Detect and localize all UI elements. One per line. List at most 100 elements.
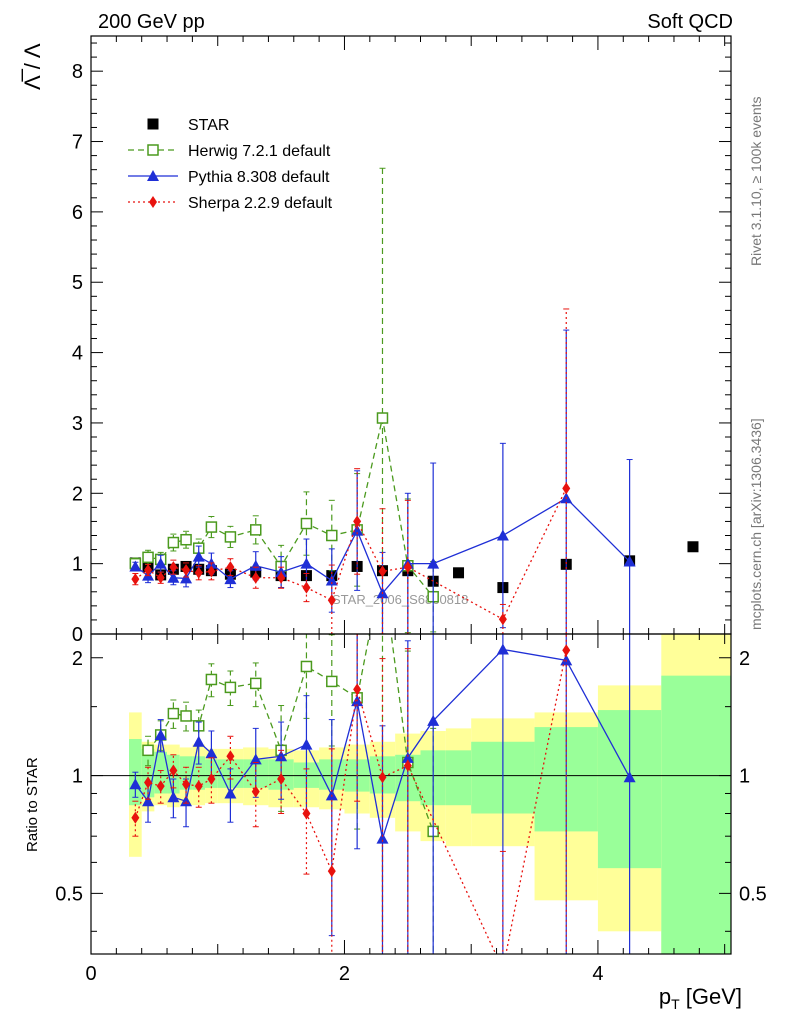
legend-label-3: Sherpa 2.2.9 default bbox=[188, 195, 333, 212]
point-1-7 bbox=[224, 531, 237, 543]
main-ytick-label-0: 0 bbox=[72, 624, 83, 646]
point-2-10 bbox=[300, 557, 313, 569]
point-1-3 bbox=[167, 536, 180, 549]
legend-entry-3: Sherpa 2.2.9 default bbox=[128, 195, 333, 212]
main-y-axis-label: Λ̅ / Λ bbox=[20, 43, 45, 90]
point-1-8 bbox=[250, 524, 262, 536]
point-3-2 bbox=[156, 571, 165, 584]
point-3-4 bbox=[182, 563, 191, 576]
legend-entry-2: Pythia 8.308 default bbox=[128, 169, 330, 186]
series-line-1 bbox=[135, 417, 434, 598]
point-1-11 bbox=[326, 529, 338, 542]
main-ytick-label-1: 1 bbox=[72, 554, 83, 576]
point-1-10 bbox=[300, 738, 313, 750]
x-axis-label: pT [GeV] bbox=[659, 984, 742, 1012]
ratio-ytick-label-right-0: 0.5 bbox=[739, 883, 767, 905]
point-3-12 bbox=[353, 515, 362, 528]
point-2-3 bbox=[167, 571, 180, 583]
point-0-2 bbox=[167, 707, 180, 720]
point-3-6 bbox=[207, 565, 216, 578]
point-2-11 bbox=[327, 865, 336, 878]
point-0-3 bbox=[180, 710, 192, 722]
main-ytick-label-6: 6 bbox=[72, 202, 83, 224]
point-2-1 bbox=[144, 776, 153, 789]
point-1-1 bbox=[142, 795, 155, 807]
point-1-1 bbox=[142, 551, 154, 564]
point-2-9 bbox=[277, 772, 286, 785]
point-0-6 bbox=[224, 681, 237, 694]
analysis-watermark: STAR_2006_S6860818 bbox=[332, 592, 468, 607]
band-stat-16 bbox=[445, 750, 472, 806]
point-3-7 bbox=[226, 561, 235, 574]
point-1-8 bbox=[249, 753, 262, 765]
point-1-18 bbox=[623, 771, 636, 783]
point-2-13 bbox=[378, 771, 387, 784]
point-3-3 bbox=[169, 561, 178, 574]
point-0-5 bbox=[205, 673, 218, 686]
ratio-ytick-label-right-1: 1 bbox=[739, 766, 750, 788]
point-1-15 bbox=[427, 714, 440, 726]
legend-entry-0: STAR bbox=[147, 117, 229, 134]
point-0-7 bbox=[250, 677, 262, 690]
point-1-2 bbox=[154, 728, 167, 740]
point-1-16 bbox=[496, 643, 509, 655]
point-2-4 bbox=[180, 572, 193, 584]
point-2-12 bbox=[353, 683, 362, 696]
point-2-5 bbox=[192, 550, 205, 562]
point-1-13 bbox=[376, 412, 389, 424]
point-3-10 bbox=[302, 581, 311, 594]
point-2-0 bbox=[129, 560, 142, 572]
ratio-ytick-label-0: 0.5 bbox=[55, 883, 83, 905]
point-2-16 bbox=[562, 644, 571, 657]
main-series-group bbox=[129, 167, 699, 634]
ratio-ytick-label-2: 2 bbox=[72, 648, 83, 670]
point-1-3 bbox=[167, 791, 180, 803]
point-2-2 bbox=[154, 557, 167, 569]
ratio-plot-frame bbox=[90, 633, 732, 955]
ratio-ytick-label-right-2: 2 bbox=[739, 648, 750, 670]
legend-marker-0 bbox=[147, 118, 159, 130]
ratio-ytick-label-1: 1 bbox=[72, 766, 83, 788]
point-2-6 bbox=[207, 772, 216, 785]
series-3 bbox=[131, 308, 571, 634]
legend-label-2: Pythia 8.308 default bbox=[188, 169, 330, 186]
series-2 bbox=[131, 634, 571, 954]
point-2-8 bbox=[249, 559, 262, 571]
xtick-label-2: 4 bbox=[592, 963, 603, 985]
point-2-8 bbox=[251, 785, 260, 798]
series-line-3 bbox=[134, 488, 567, 621]
point-1-14 bbox=[401, 751, 414, 763]
legend-marker-1 bbox=[147, 144, 159, 156]
xtick-label-1: 2 bbox=[339, 963, 350, 985]
point-0-9 bbox=[300, 660, 313, 673]
point-3-14 bbox=[403, 561, 412, 574]
point-3-11 bbox=[327, 594, 336, 607]
point-1-6 bbox=[205, 747, 218, 759]
main-ytick-label-8: 8 bbox=[72, 61, 83, 83]
point-2-7 bbox=[226, 750, 235, 763]
point-3-9 bbox=[277, 571, 286, 584]
point-1-10 bbox=[300, 517, 313, 530]
point-3-8 bbox=[251, 571, 260, 584]
point-3-16 bbox=[562, 482, 571, 495]
band-stat-20 bbox=[661, 675, 731, 954]
point-3-5 bbox=[194, 566, 203, 579]
band-stat-5 bbox=[192, 756, 206, 790]
point-1-5 bbox=[192, 735, 205, 747]
point-1-7 bbox=[224, 787, 237, 799]
point-2-10 bbox=[302, 807, 311, 820]
point-1-9 bbox=[275, 750, 288, 762]
legend-marker-2 bbox=[147, 170, 159, 181]
main-ytick-label-5: 5 bbox=[72, 272, 83, 294]
legend-marker-3 bbox=[149, 196, 157, 208]
main-ytick-label-3: 3 bbox=[72, 413, 83, 435]
main-ytick-label-7: 7 bbox=[72, 132, 83, 154]
point-3-1 bbox=[144, 563, 153, 576]
header-left-label: 200 GeV pp bbox=[98, 11, 205, 33]
point-2-4 bbox=[182, 778, 191, 791]
point-2-18 bbox=[623, 555, 636, 567]
point-2-5 bbox=[194, 780, 203, 793]
legend: STAR Herwig 7.2.1 default Pythia 8.308 def… bbox=[128, 117, 333, 212]
